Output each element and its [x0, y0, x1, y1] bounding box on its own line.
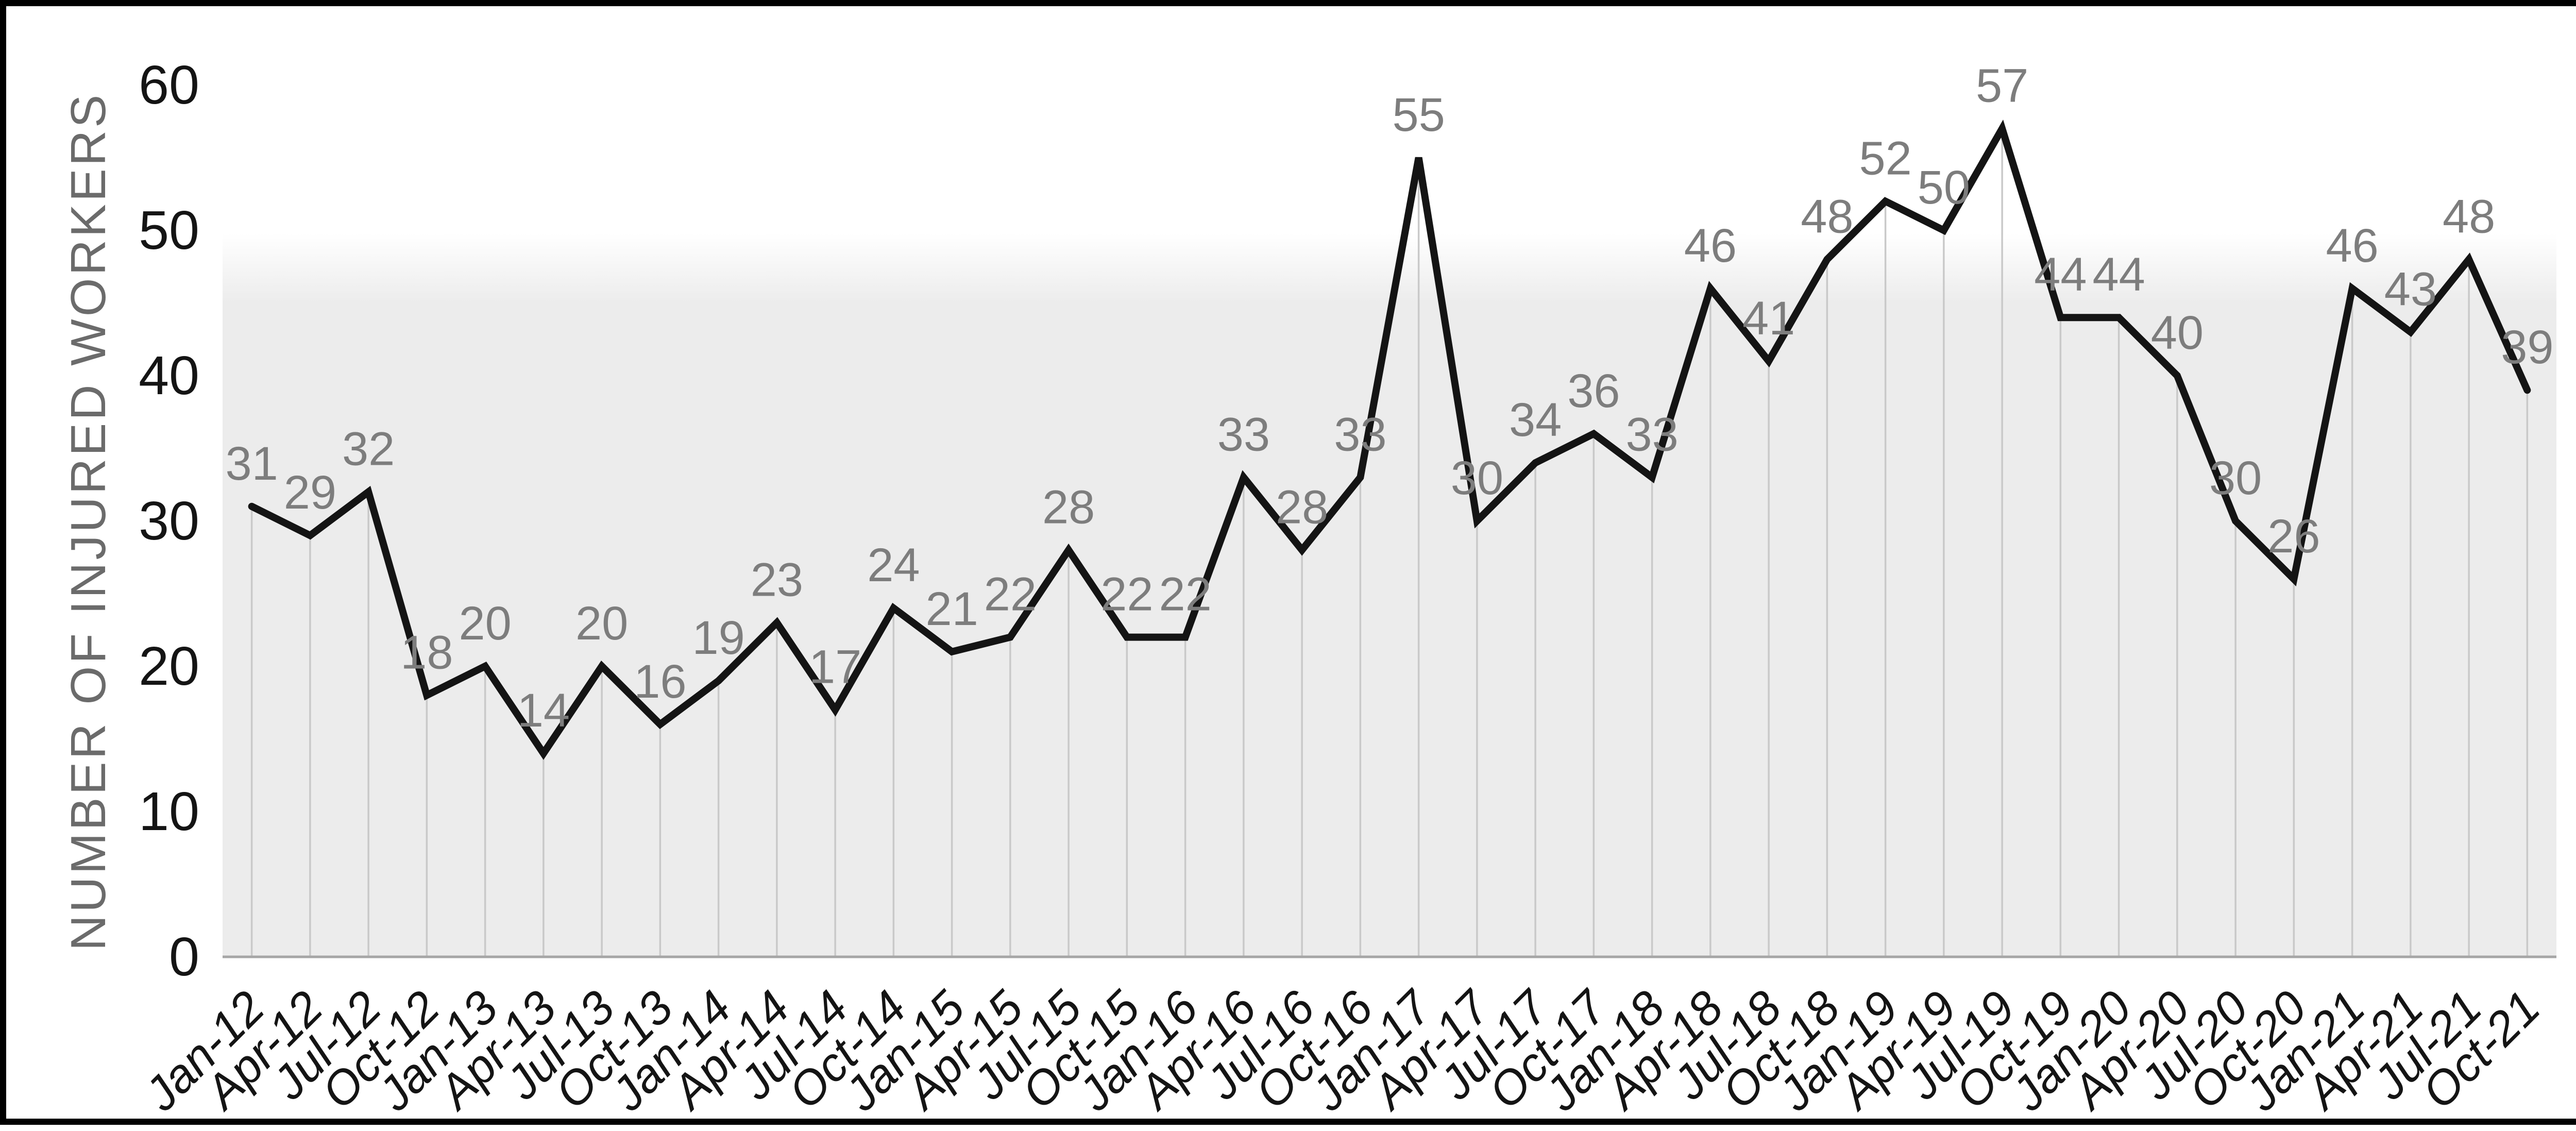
data-point-label: 50: [1918, 161, 1970, 214]
data-point-label: 36: [1567, 365, 1620, 417]
data-point-label: 22: [1100, 568, 1153, 621]
data-point-label: 32: [342, 423, 395, 476]
data-point-label: 39: [2501, 321, 2553, 374]
data-point-label: 34: [1509, 394, 1562, 446]
data-point-label: 33: [1217, 408, 1270, 461]
data-point-label: 29: [284, 466, 336, 519]
data-point-label: 17: [809, 641, 861, 694]
plot-area-bg: [223, 85, 2556, 957]
data-point-label: 44: [2092, 248, 2145, 301]
data-point-label: 23: [751, 553, 803, 606]
data-point-label: 55: [1392, 89, 1445, 141]
y-tick-label: 60: [139, 55, 199, 115]
data-point-label: 20: [575, 597, 628, 650]
data-point-label: 31: [225, 437, 278, 490]
data-point-label: 46: [2326, 220, 2378, 272]
data-point-label: 21: [925, 583, 978, 635]
data-point-label: 40: [2151, 307, 2204, 359]
data-point-label: 33: [1625, 408, 1678, 461]
y-tick-label: 20: [139, 636, 199, 697]
y-tick-label: 40: [139, 345, 199, 406]
data-point-label: 30: [2209, 452, 2262, 504]
data-point-label: 24: [867, 539, 920, 592]
data-point-label: 16: [634, 655, 686, 708]
data-point-label: 28: [1276, 481, 1328, 533]
data-point-label: 22: [984, 568, 1037, 621]
y-tick-label: 30: [139, 491, 199, 551]
data-point-label: 18: [400, 626, 453, 679]
data-point-label: 22: [1159, 568, 1211, 621]
data-point-label: 43: [2384, 263, 2437, 315]
y-tick-label: 10: [139, 781, 199, 842]
data-point-label: 14: [517, 684, 570, 737]
data-point-label: 52: [1859, 132, 1911, 185]
data-point-label: 57: [1976, 60, 2028, 112]
data-point-label: 33: [1334, 408, 1386, 461]
data-point-label: 26: [2267, 510, 2320, 563]
data-point-label: 28: [1042, 481, 1095, 533]
data-point-label: 20: [459, 597, 511, 650]
data-point-label: 19: [692, 612, 744, 664]
series-line: [248, 120, 2531, 760]
data-point-label: 46: [1684, 220, 1737, 272]
data-point-label: 48: [1801, 190, 1853, 243]
data-point-label: 44: [2034, 248, 2087, 301]
data-point-label: 41: [1742, 292, 1795, 345]
y-tick-label: 0: [169, 926, 199, 987]
data-point-label: 48: [2443, 190, 2495, 243]
y-tick-label: 50: [139, 200, 199, 261]
data-point-label: 30: [1451, 452, 1503, 504]
